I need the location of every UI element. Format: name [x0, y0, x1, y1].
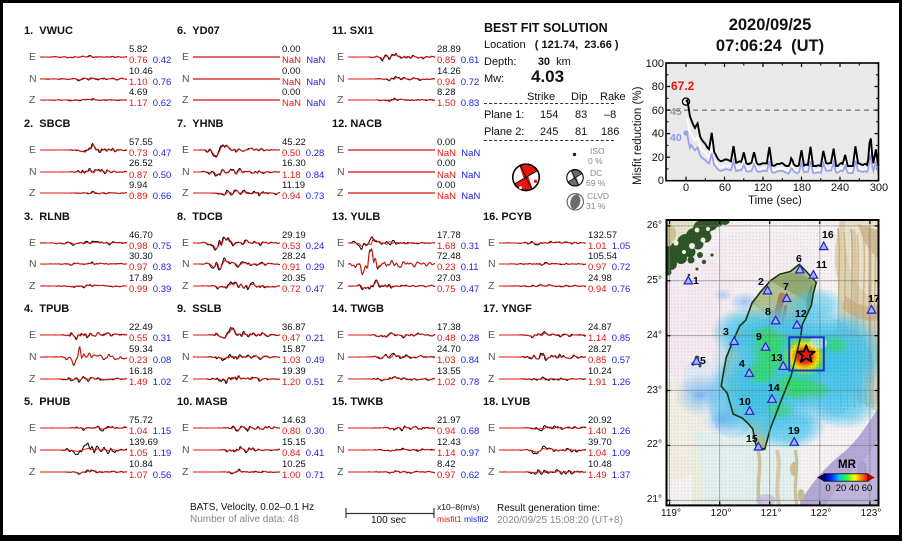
svg-text:19: 19: [788, 425, 800, 437]
svg-text:8: 8: [765, 306, 771, 318]
svg-text:12: 12: [795, 308, 807, 320]
svg-text:60: 60: [862, 483, 873, 494]
svg-text:5: 5: [700, 355, 706, 367]
svg-text:10: 10: [739, 396, 751, 408]
svg-text:11: 11: [816, 259, 827, 271]
svg-text:7: 7: [783, 281, 789, 293]
svg-text:15: 15: [746, 433, 758, 445]
svg-text:20: 20: [836, 483, 847, 494]
svg-text:1: 1: [693, 275, 699, 287]
svg-text:0: 0: [825, 483, 830, 494]
svg-text:6: 6: [796, 253, 802, 265]
svg-text:4: 4: [739, 358, 745, 370]
svg-text:40: 40: [849, 483, 860, 494]
svg-text:16: 16: [822, 229, 834, 241]
svg-text:2: 2: [758, 276, 764, 288]
svg-text:MR: MR: [838, 459, 857, 471]
svg-text:Misfit reduction (%): Misfit reduction (%): [632, 86, 644, 185]
svg-text:3: 3: [723, 326, 729, 338]
svg-text:13: 13: [771, 352, 783, 364]
svg-text:14: 14: [768, 382, 780, 394]
svg-text:9: 9: [756, 331, 762, 343]
svg-text:17: 17: [868, 293, 880, 305]
